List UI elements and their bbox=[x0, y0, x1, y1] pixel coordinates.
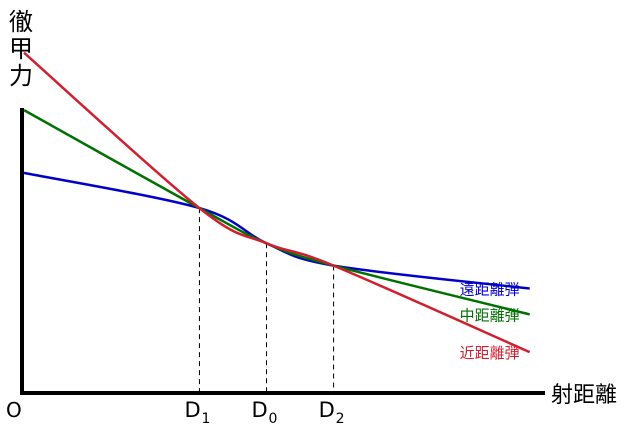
tick-label-d1: D bbox=[184, 398, 200, 422]
axes bbox=[20, 108, 545, 395]
x-axis-label: 射距離 bbox=[551, 383, 617, 408]
tick-subscript-d0: 0 bbox=[269, 411, 278, 427]
series-line-2 bbox=[23, 51, 531, 354]
y-axis-label-char: 徹 bbox=[9, 8, 33, 36]
legend-label-1: 中距離弾 bbox=[460, 306, 520, 324]
legend-label-2: 近距離弾 bbox=[460, 344, 520, 362]
series-line-1 bbox=[23, 109, 531, 316]
guide-lines bbox=[198, 208, 335, 393]
y-axis-label-char: 力 bbox=[9, 62, 33, 90]
y-axis-label: 徹甲力 bbox=[9, 8, 33, 90]
tick-subscript-d2: 2 bbox=[336, 411, 345, 427]
tick-label-d0: D bbox=[252, 398, 268, 422]
y-axis-label-char: 甲 bbox=[9, 35, 33, 63]
series-line-0 bbox=[23, 171, 530, 290]
series-lines bbox=[23, 51, 531, 354]
legend-label-0: 遠距離弾 bbox=[460, 281, 520, 299]
tick-label-d2: D bbox=[319, 398, 335, 422]
origin-label: O bbox=[6, 398, 22, 422]
tick-subscript-d1: 1 bbox=[201, 411, 210, 427]
